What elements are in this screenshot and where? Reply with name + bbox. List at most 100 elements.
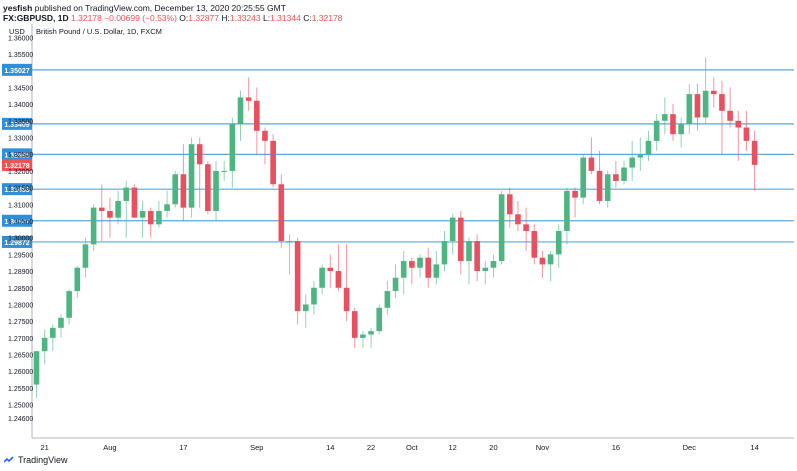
candle-body <box>82 244 89 268</box>
level-label: 1.29872 <box>4 240 29 247</box>
close-label: C: <box>303 13 312 23</box>
publish-info: yesfish published on TradingView.com, De… <box>3 3 286 13</box>
candle-body <box>449 217 456 242</box>
x-tick-label: 12 <box>448 443 456 452</box>
x-tick-label: Aug <box>103 443 116 452</box>
candle-body <box>719 94 725 111</box>
candle-body <box>335 271 342 288</box>
level-label: 1.33409 <box>4 122 29 129</box>
candle-body <box>237 97 244 125</box>
candle-body <box>254 100 260 131</box>
candle-body <box>466 241 472 262</box>
y-tick-label: 1.24600 <box>8 416 33 423</box>
candle-body <box>302 304 309 312</box>
x-tick-label: 17 <box>179 443 187 452</box>
candle-body <box>213 170 219 211</box>
candle-body <box>580 157 587 198</box>
candle-body <box>180 174 187 208</box>
candle-body <box>74 267 81 292</box>
candle-body <box>270 140 276 185</box>
y-tick-label: 1.30000 <box>8 236 33 243</box>
candle-body <box>147 210 154 225</box>
candle-body <box>392 277 399 292</box>
y-tick-label: 1.32000 <box>8 169 33 176</box>
last-price: 1.32178 <box>71 13 102 23</box>
candle-body <box>474 241 480 272</box>
candles <box>33 57 758 398</box>
candle-body <box>637 154 644 158</box>
candle-body <box>343 287 350 312</box>
last-price-box <box>2 158 32 171</box>
candle-body <box>156 210 162 225</box>
y-tick-label: 1.33000 <box>8 136 33 143</box>
y-tick-label: 1.26500 <box>8 353 33 360</box>
level-label-box <box>2 214 32 227</box>
level-label: 1.30507 <box>4 219 29 226</box>
y-tick-label: 1.29500 <box>8 252 33 259</box>
level-label: 1.31453 <box>4 187 29 194</box>
candle-body <box>498 194 505 262</box>
candle-body <box>596 170 603 201</box>
level-label: 1.35027 <box>4 68 29 75</box>
candle-body <box>286 241 293 243</box>
candle-body <box>645 140 652 155</box>
low-value: 1.31344 <box>270 13 301 23</box>
y-tick-label: 1.25000 <box>8 403 33 410</box>
x-tick-label: Oct <box>406 443 419 452</box>
chart-title: British Pound / U.S. Dollar, 1D, FXCM <box>36 27 162 36</box>
open-label: O: <box>179 13 189 23</box>
candle-body <box>172 174 179 205</box>
candle-body <box>458 217 464 262</box>
low-label: L: <box>263 13 271 23</box>
candle-body <box>107 210 113 218</box>
candle-body <box>245 97 252 101</box>
candle-body <box>205 164 211 211</box>
x-tick-label: Sep <box>250 443 263 452</box>
level-label-box <box>2 117 32 130</box>
candle-body <box>441 241 448 265</box>
y-tick-label: 1.26000 <box>8 369 33 376</box>
candle-body <box>229 124 236 171</box>
level-label-box <box>2 235 32 248</box>
candle-body <box>506 194 513 215</box>
y-tick-label: 1.31000 <box>8 202 33 209</box>
y-tick-label: 1.32500 <box>8 152 33 159</box>
candle-body <box>139 210 146 218</box>
y-tick-label: 1.25500 <box>8 386 33 393</box>
candle-body <box>604 174 611 201</box>
candle-body <box>572 190 578 198</box>
candle-body <box>653 120 660 141</box>
x-tick-label: 14 <box>750 443 758 452</box>
y-tick-label: 1.27000 <box>8 336 33 343</box>
level-label-box <box>2 63 32 76</box>
price-change: −0.00699 (−0.53%) <box>104 13 177 23</box>
candle-body <box>384 291 391 308</box>
candle-body <box>735 120 742 128</box>
price-axis: 1.36000 1.35500 1.34500 1.34000 1.33500 1.330… <box>8 35 33 423</box>
close-value: 1.32178 <box>311 13 343 23</box>
candle-body <box>368 331 374 335</box>
y-tick-label: 1.28900 <box>8 269 33 276</box>
candle-body <box>196 144 203 165</box>
candle-body <box>425 257 431 278</box>
candle-body <box>621 167 627 181</box>
candle-body <box>743 127 750 141</box>
y-tick-label: 1.30500 <box>8 219 33 226</box>
candle-body <box>547 254 554 265</box>
tradingview-logo-icon <box>4 456 14 463</box>
candle-body <box>531 231 538 258</box>
y-tick-label: 1.34500 <box>8 85 33 92</box>
y-tick-label: 1.34000 <box>8 102 33 109</box>
level-label-box <box>2 183 32 196</box>
x-tick-label: 16 <box>612 443 620 452</box>
x-tick-label: 22 <box>367 443 375 452</box>
tradingview-brand: TradingView <box>18 455 68 465</box>
candle-body <box>50 327 56 338</box>
tradingview-footer[interactable]: TradingView <box>4 455 68 465</box>
x-tick-label: 14 <box>326 443 334 452</box>
high-label: H: <box>221 13 230 23</box>
last-price-label: 1.32178 <box>4 163 29 170</box>
candle-body <box>115 200 121 218</box>
level-label: 1.32495 <box>4 152 29 159</box>
